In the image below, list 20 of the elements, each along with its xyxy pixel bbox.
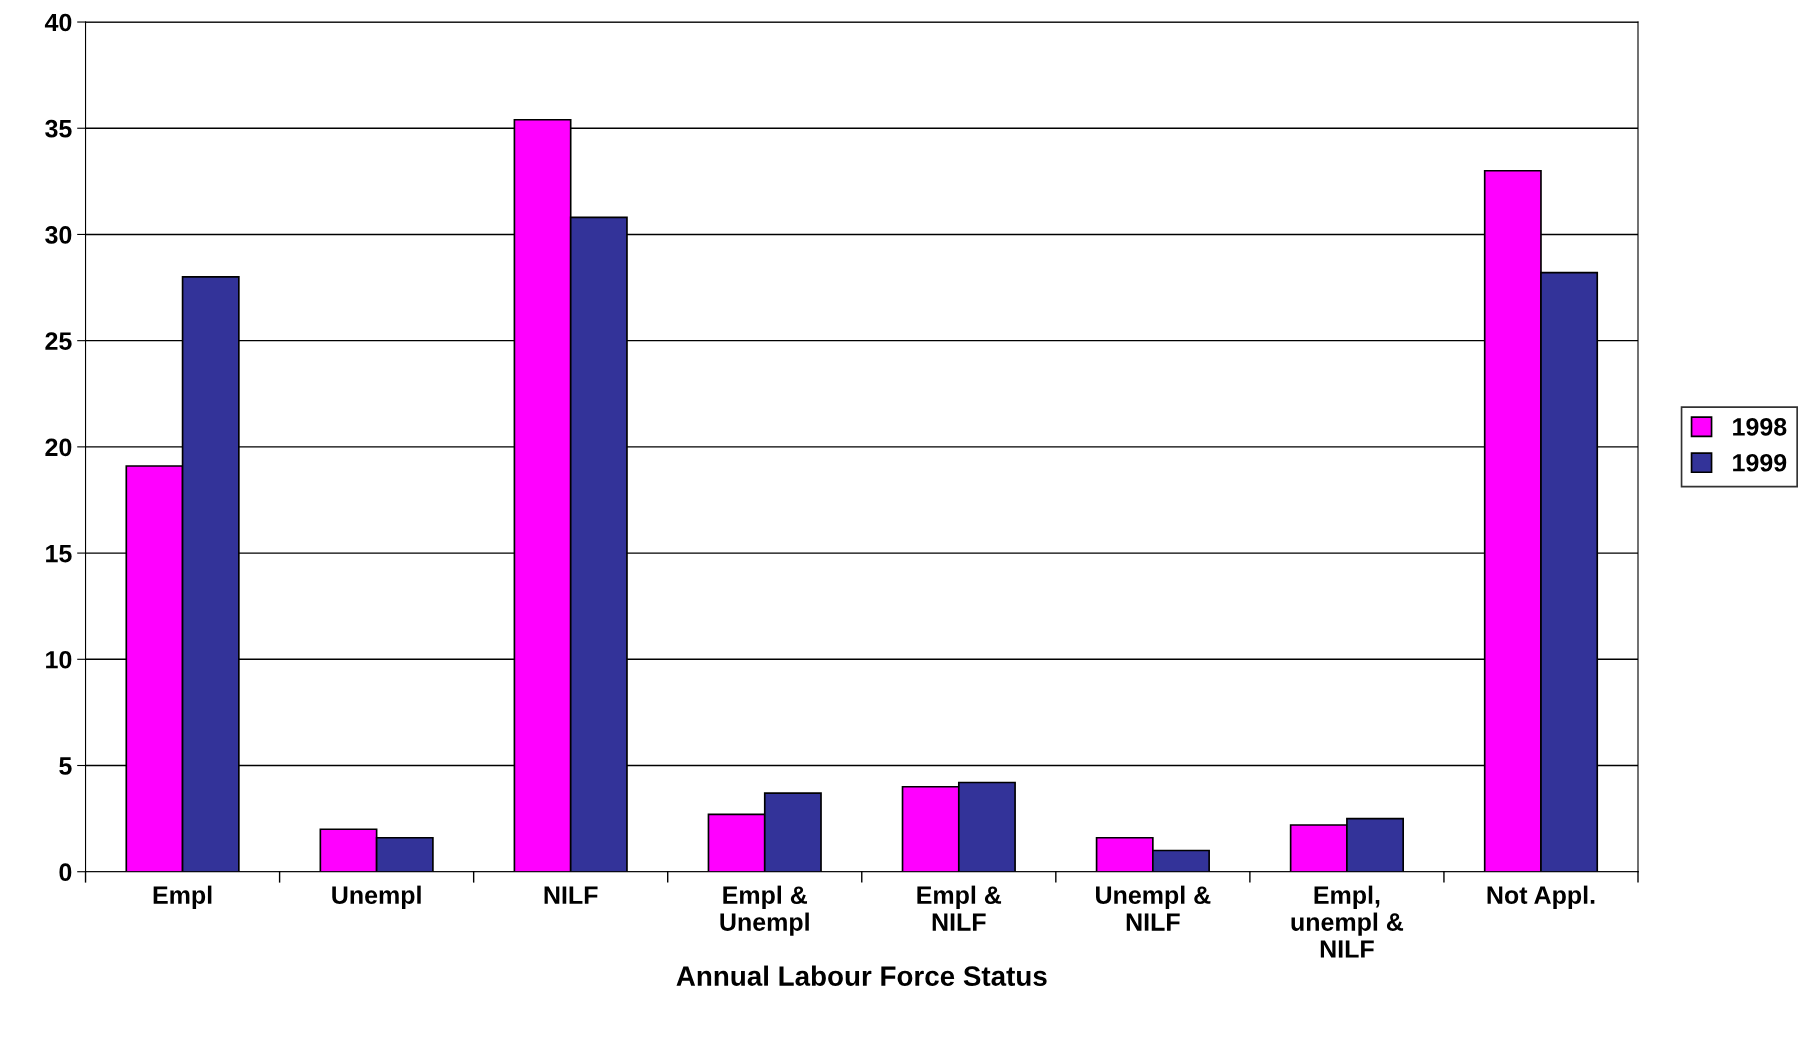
y-tick-label: 40 <box>44 13 72 32</box>
y-tick-label: 25 <box>45 332 72 350</box>
y-tick-label: 20 <box>45 438 72 457</box>
y-tick-label: 15 <box>46 544 72 563</box>
x-tick-label: NILF <box>544 886 598 904</box>
x-tick-label: Not Appl. <box>1487 885 1595 909</box>
y-tick-label: 10 <box>46 650 72 669</box>
legend-label: 1999 <box>1733 453 1787 472</box>
y-tick-label: 0 <box>59 863 72 882</box>
y-tick-label: 35 <box>45 119 72 138</box>
x-tick-label: Unempl & NILF <box>1096 885 1211 931</box>
x-tick-label: Unempl <box>332 885 421 909</box>
x-tick-label: Empl, unempl & NILF <box>1291 885 1404 958</box>
legend-label: 1998 <box>1733 417 1787 436</box>
y-tick-label: 5 <box>59 757 72 775</box>
y-tick-label: 30 <box>45 226 72 244</box>
x-tick-label: Empl & NILF <box>917 885 1002 931</box>
x-tick-label: Empl & Unempl <box>720 885 809 936</box>
x-tick-label: Empl <box>153 885 212 909</box>
x-axis-title: Annual Labour Force Status <box>676 965 1047 986</box>
